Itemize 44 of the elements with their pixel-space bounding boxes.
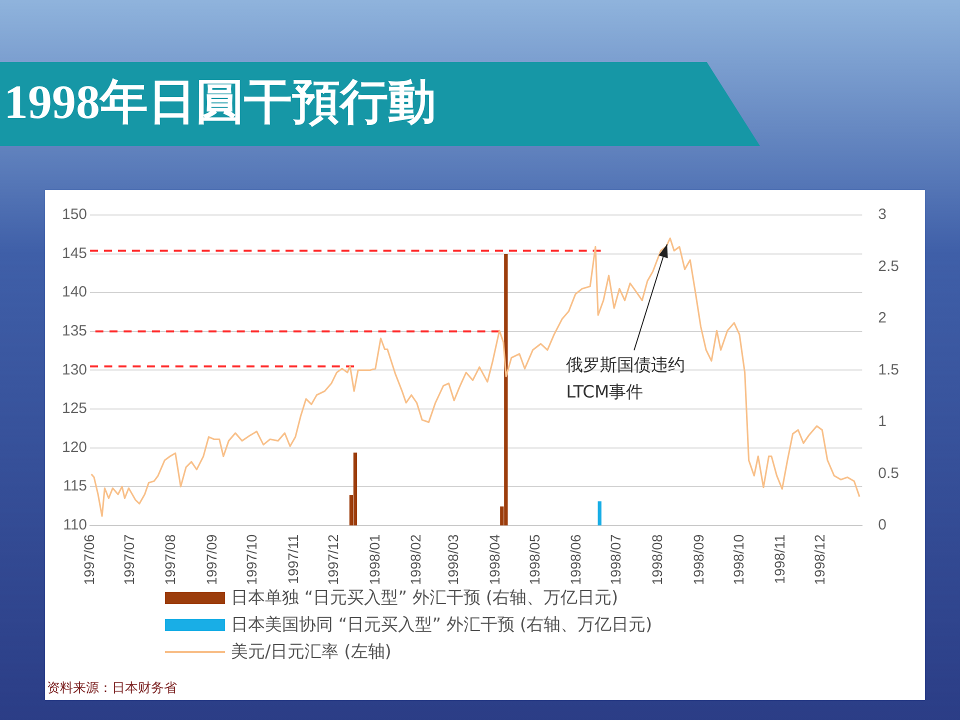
y2-tick-label: 0: [878, 516, 886, 534]
x-tick-label: 1997/09: [204, 534, 220, 586]
x-tick-label: 1997/08: [162, 534, 178, 586]
y-tick-label: 140: [62, 284, 88, 301]
legend-label: 日本单独 “日元买入型” 外汇干预 (右轴、万亿日元): [231, 587, 618, 609]
y2-tick-label: 0.5: [878, 464, 900, 482]
x-tick-label: 1998/03: [444, 534, 461, 586]
y2-tick-label: 2: [878, 310, 886, 327]
bar: [598, 501, 602, 526]
bar: [353, 452, 358, 526]
x-tick-label: 1998/01: [366, 534, 382, 586]
y-tick-label: 150: [62, 206, 88, 224]
chart-title: 1998年日圓干預行動: [4, 75, 436, 131]
y2-tick-label: 2.5: [878, 258, 900, 275]
x-tick-label: 1997/07: [120, 534, 137, 586]
x-tick-label: 1998/02: [408, 534, 424, 586]
y-tick-label: 130: [62, 361, 88, 378]
y-tick-label: 120: [62, 438, 88, 456]
legend-label: 日本美国协同 “日元买入型” 外汇干预 (右轴、万亿日元): [231, 614, 652, 636]
annotation: 俄罗斯国债违约 LTCM事件: [566, 356, 686, 403]
x-tick-label: 1998/10: [730, 534, 746, 586]
x-tick-label: 1997/10: [244, 534, 260, 586]
y2-tick-label: 3: [878, 206, 886, 224]
y-tick-label: 110: [63, 516, 88, 534]
x-tick-label: 1998/06: [568, 534, 584, 586]
x-tick-label: 1998/04: [486, 534, 502, 586]
x-tick-label: 1998/11: [772, 534, 788, 584]
x-tick-label: 1998/09: [690, 534, 706, 586]
legend-label: 美元/日元汇率 (左轴): [231, 641, 392, 663]
text: 资料来源：日本财务省: [47, 680, 177, 697]
x-tick-label: 1998/12: [812, 534, 828, 586]
y2-tick-label: 1: [878, 413, 886, 430]
x-tick-label: 1998/08: [648, 534, 665, 586]
y2-tick-label: 1.5: [878, 361, 900, 378]
x-tick-label: 1997/12: [324, 534, 341, 586]
x-tick-label: 1998/07: [608, 534, 624, 586]
y-tick-label: 135: [62, 322, 88, 340]
x-tick-label: 1998/05: [526, 534, 542, 586]
y-tick-label: 145: [62, 244, 88, 262]
y-tick-label: 125: [62, 400, 88, 418]
bar: [504, 254, 508, 526]
y-tick-label: 115: [63, 478, 88, 495]
x-tick-label: 1997/06: [80, 534, 97, 586]
x-tick-label: 1997/11: [284, 534, 301, 584]
